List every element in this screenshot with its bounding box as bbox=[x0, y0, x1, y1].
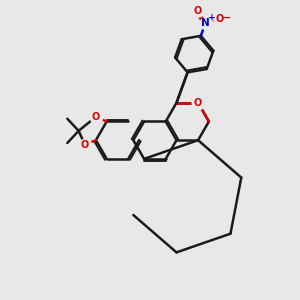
Text: +: + bbox=[208, 13, 215, 22]
Text: −: − bbox=[221, 13, 231, 23]
Text: N: N bbox=[201, 18, 210, 28]
Text: O: O bbox=[92, 112, 100, 122]
Text: O: O bbox=[194, 98, 202, 108]
Text: O: O bbox=[194, 6, 202, 16]
Text: O: O bbox=[81, 140, 89, 150]
Text: O: O bbox=[215, 14, 224, 24]
